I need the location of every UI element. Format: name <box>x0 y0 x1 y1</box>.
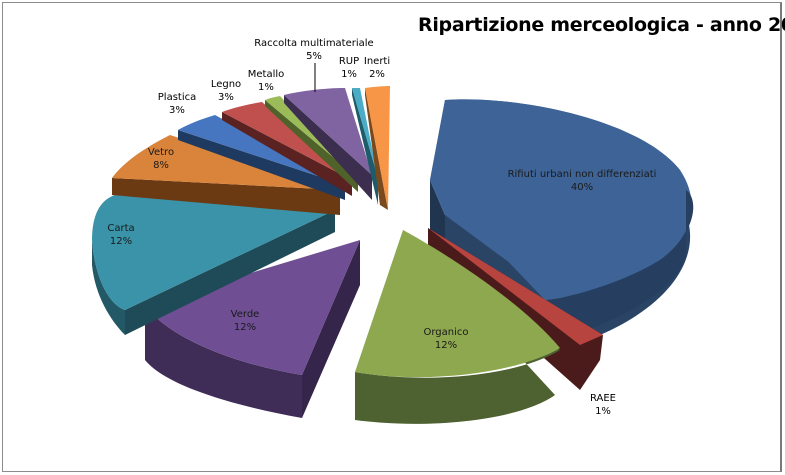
label-metallo: Metallo 1% <box>247 69 285 93</box>
slice-rup <box>352 88 378 205</box>
label-vetro: Vetro 8% <box>147 147 175 171</box>
slice-carta <box>92 195 335 335</box>
label-carta: Carta 12% <box>107 223 135 247</box>
slice-legno <box>222 102 352 196</box>
label-raccolta-multimateriale: Raccolta multimateriale 5% <box>254 38 374 62</box>
slice-inerti <box>365 86 390 210</box>
label-raee: RAEE 1% <box>589 393 617 417</box>
label-inerti: Inerti 2% <box>363 56 391 80</box>
slice-verde <box>145 240 360 418</box>
label-verde: Verde 12% <box>230 309 260 333</box>
slice-organico <box>355 230 560 424</box>
slice-rifiuti-urbani <box>430 99 694 355</box>
label-rifiuti-urbani: Rifiuti urbani non differenziati 40% <box>507 169 657 193</box>
chart-title: Ripartizione merceologica - anno 2013 <box>418 14 785 36</box>
label-legno: Legno 3% <box>210 79 242 103</box>
slice-raccolta-multimateriale <box>284 88 372 200</box>
label-plastica: Plastica 3% <box>157 92 197 116</box>
label-rup: RUP 1% <box>338 56 360 80</box>
label-organico: Organico 12% <box>423 327 469 351</box>
